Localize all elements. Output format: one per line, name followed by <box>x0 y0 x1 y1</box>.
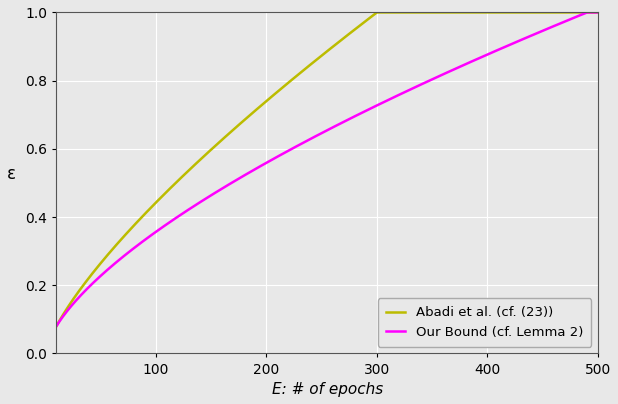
Abadi et al. (cf. (23)) <box>578 10 586 15</box>
Abadi et al. (cf. (23)) <box>80 282 88 287</box>
Our Bound (cf. Lemma 2) <box>316 132 323 137</box>
Abadi et al. (cf. (23)) <box>579 10 586 15</box>
Line: Our Bound (cf. Lemma 2): Our Bound (cf. Lemma 2) <box>56 13 598 326</box>
Our Bound (cf. Lemma 2) <box>578 12 586 17</box>
Legend: Abadi et al. (cf. (23)), Our Bound (cf. Lemma 2): Abadi et al. (cf. (23)), Our Bound (cf. … <box>378 299 591 347</box>
Abadi et al. (cf. (23)) <box>302 66 309 71</box>
Our Bound (cf. Lemma 2) <box>595 10 602 15</box>
Our Bound (cf. Lemma 2) <box>53 324 60 328</box>
Line: Abadi et al. (cf. (23)): Abadi et al. (cf. (23)) <box>56 13 598 326</box>
Our Bound (cf. Lemma 2) <box>583 10 591 15</box>
Our Bound (cf. Lemma 2) <box>302 139 309 144</box>
Abadi et al. (cf. (23)) <box>373 10 381 15</box>
Our Bound (cf. Lemma 2) <box>80 290 88 295</box>
Abadi et al. (cf. (23)) <box>316 55 323 60</box>
Our Bound (cf. Lemma 2) <box>578 12 586 17</box>
Our Bound (cf. Lemma 2) <box>479 54 486 59</box>
Y-axis label: ε: ε <box>7 165 16 183</box>
Abadi et al. (cf. (23)) <box>480 10 487 15</box>
Abadi et al. (cf. (23)) <box>53 324 60 328</box>
Abadi et al. (cf. (23)) <box>595 10 602 15</box>
X-axis label: E: # of epochs: E: # of epochs <box>271 382 383 397</box>
